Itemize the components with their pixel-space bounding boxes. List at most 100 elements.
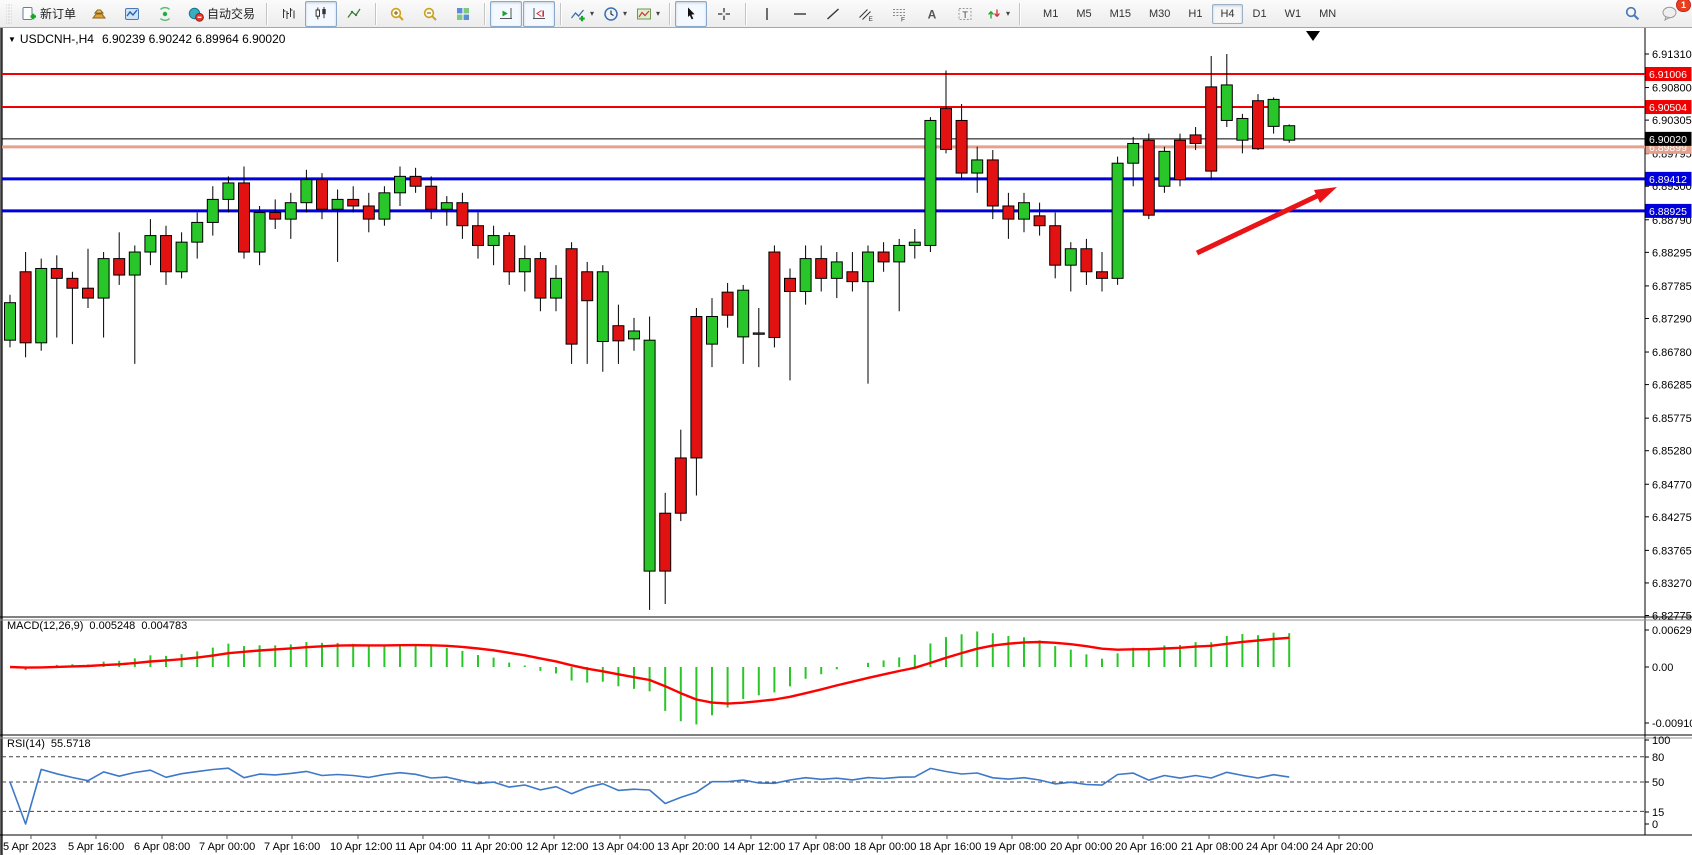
chart-title: ▼ USDCNH-,H4 6.90239 6.90242 6.89964 6.900… (8, 32, 285, 46)
svg-text:6.87785: 6.87785 (1652, 281, 1692, 293)
auto-trading-button[interactable]: 自动交易 (182, 1, 261, 27)
equidistant-channel-button[interactable]: E (850, 1, 882, 27)
toolbar-grip[interactable] (6, 3, 12, 24)
auto-trading-label: 自动交易 (207, 7, 256, 21)
horizontal-line-button[interactable] (784, 1, 816, 27)
timeframe-button-D1[interactable]: D1 (1252, 7, 1267, 20)
horizontal-line-icon (792, 6, 808, 22)
new-order-label: 新订单 (40, 7, 77, 21)
search-icon (1624, 5, 1641, 22)
svg-text:10 Apr 12:00: 10 Apr 12:00 (330, 841, 392, 853)
toolbar-separator (484, 2, 486, 25)
chart-shift-button[interactable] (523, 0, 556, 27)
timeframe-button-W1[interactable]: W1 (1284, 7, 1302, 20)
chart-shift-marker[interactable] (1306, 31, 1320, 41)
notification-badge: 1 (1675, 0, 1691, 12)
chevron-down-icon: ▾ (1006, 9, 1011, 18)
arrows-icon (986, 6, 1002, 22)
crosshair-icon (716, 6, 732, 22)
signals-button[interactable] (149, 1, 181, 27)
macd-name: MACD(12,26,9) (7, 620, 84, 632)
chevron-down-icon: ▾ (590, 9, 595, 18)
timeframe-button-H4[interactable]: H4 (1212, 3, 1243, 24)
templates-button[interactable]: ▾ (632, 1, 664, 27)
svg-text:6.91310: 6.91310 (1652, 49, 1692, 61)
channel-icon: E (858, 6, 874, 22)
svg-text:6.85280: 6.85280 (1652, 446, 1692, 458)
text-button[interactable]: A (916, 1, 948, 27)
macd-value: 0.005248 (89, 620, 136, 632)
svg-text:A: A (928, 7, 937, 21)
svg-text:24 Apr 04:00: 24 Apr 04:00 (1246, 841, 1308, 853)
svg-text:5 Apr 2023: 5 Apr 2023 (3, 841, 56, 853)
indicators-button[interactable]: ▾ (566, 1, 598, 27)
notifications-button[interactable]: 1 (1654, 0, 1691, 27)
timeframe-button-H1[interactable]: H1 (1188, 7, 1203, 20)
svg-text:7 Apr 16:00: 7 Apr 16:00 (264, 841, 320, 853)
svg-text:6.84275: 6.84275 (1652, 512, 1692, 524)
price-level-badge: 6.91006 (1645, 67, 1692, 81)
collapse-triangle-icon[interactable]: ▼ (8, 35, 16, 44)
vertical-line-button[interactable] (751, 1, 783, 27)
gold-ingot-button[interactable] (83, 1, 115, 27)
text-label-button[interactable]: T (949, 1, 981, 27)
svg-text:6.91006: 6.91006 (1649, 69, 1687, 81)
arrows-button[interactable]: ▾ (982, 1, 1014, 27)
periods-button[interactable]: ▾ (599, 1, 631, 27)
vertical-line-icon (759, 6, 775, 22)
svg-text:21 Apr 08:00: 21 Apr 08:00 (1181, 841, 1243, 853)
svg-text:24 Apr 20:00: 24 Apr 20:00 (1311, 841, 1373, 853)
svg-text:6.82775: 6.82775 (1652, 611, 1692, 623)
gold-ingot-icon (91, 6, 107, 22)
timeframe-button-M15[interactable]: M15 (1109, 7, 1131, 20)
price-level-badge: 6.90020 (1645, 131, 1692, 146)
svg-text:12 Apr 12:00: 12 Apr 12:00 (526, 841, 588, 853)
bar-chart-icon (280, 6, 296, 22)
chart-frame (0, 28, 1692, 855)
svg-text:0.00: 0.00 (1652, 662, 1673, 674)
auto-trading-icon (188, 6, 204, 22)
fibonacci-button[interactable]: F (883, 1, 915, 27)
text-label-icon: T (957, 6, 973, 22)
svg-text:14 Apr 12:00: 14 Apr 12:00 (723, 841, 785, 853)
toolbar-separator (375, 2, 377, 25)
timeframe-button-M1[interactable]: M1 (1043, 7, 1059, 20)
rsi-name: RSI(14) (7, 738, 45, 750)
timeframe-button-MN[interactable]: MN (1319, 7, 1337, 20)
svg-text:50: 50 (1652, 777, 1664, 789)
svg-text:100: 100 (1652, 735, 1670, 747)
price-level-badge: 6.89412 (1645, 171, 1692, 186)
time-axis[interactable]: 5 Apr 2023 5 Apr 16:00 6 Apr 08:00 7 Apr 00… (3, 835, 1373, 853)
timeframe-button-M30[interactable]: M30 (1149, 7, 1171, 20)
crosshair-button[interactable] (708, 1, 740, 27)
tile-windows-button[interactable] (447, 1, 479, 27)
clock-icon (603, 6, 619, 22)
chart-symbol-period: USDCNH-,H4 (19, 32, 94, 46)
timeframe-button-M5[interactable]: M5 (1076, 7, 1092, 20)
rsi-value: 55.5718 (50, 738, 91, 750)
svg-text:6.90020: 6.90020 (1649, 134, 1687, 146)
svg-text:19 Apr 08:00: 19 Apr 08:00 (984, 841, 1046, 853)
search-button[interactable] (1616, 1, 1648, 27)
trendline-button[interactable] (817, 1, 849, 27)
svg-text:6.87290: 6.87290 (1652, 313, 1692, 325)
trend-arrow-annotation[interactable] (1195, 187, 1337, 256)
zoom-out-button[interactable] (414, 1, 446, 27)
chart-area[interactable]: 6.913106.908006.903056.897956.893006.887… (0, 28, 1692, 855)
zoom-in-button[interactable] (381, 1, 413, 27)
macd-panel: 0.006294 0.00 -0.009105 (9, 625, 1692, 730)
macd-indicator-label: MACD(12,26,9) 0.005248 0.004783 (7, 620, 187, 632)
text-a-icon: A (924, 6, 940, 22)
svg-text:6.90305: 6.90305 (1652, 115, 1692, 127)
cursor-button[interactable] (675, 0, 708, 27)
new-order-button[interactable]: 新订单 (15, 1, 82, 27)
bar-chart-mode-button[interactable] (272, 1, 304, 27)
candlestick-mode-button[interactable] (305, 0, 338, 27)
chart-window-button[interactable] (116, 1, 148, 27)
timeframe-bar: M1 M5 M15 M30 H1 H4 D1 W1 MN (1035, 3, 1344, 24)
svg-text:6.88295: 6.88295 (1652, 247, 1692, 259)
auto-scroll-button[interactable] (490, 0, 523, 27)
line-chart-mode-button[interactable] (338, 1, 370, 27)
chevron-down-icon: ▾ (656, 9, 661, 18)
svg-text:80: 80 (1652, 752, 1664, 764)
